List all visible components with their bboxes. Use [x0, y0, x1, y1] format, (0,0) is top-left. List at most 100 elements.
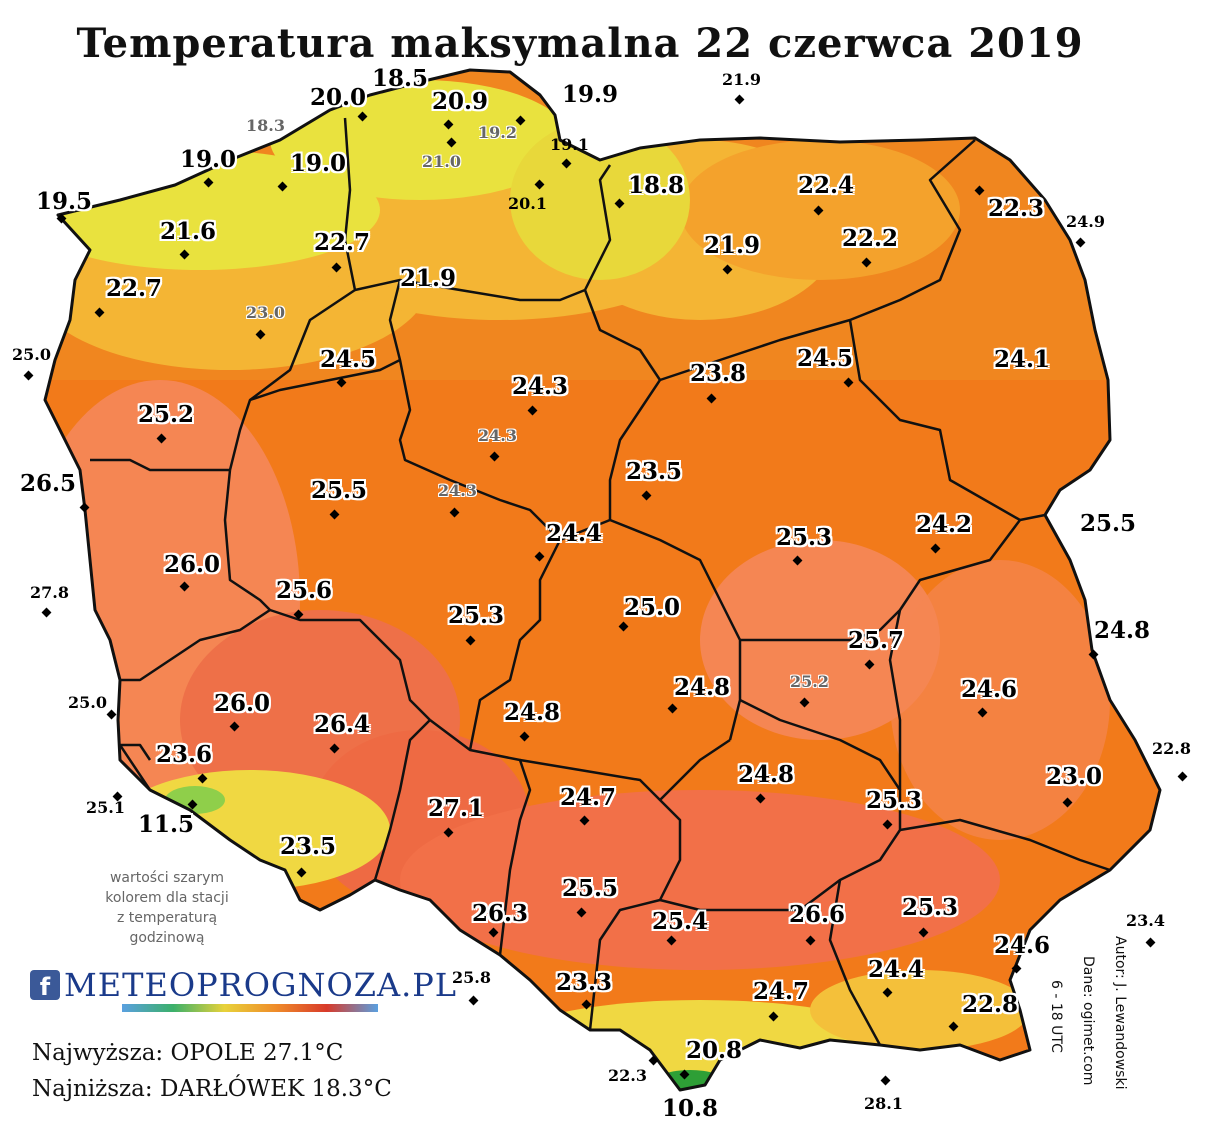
station-value: 22.2: [842, 225, 899, 252]
station-value: 20.1: [508, 194, 547, 213]
station-value: 25.2: [790, 672, 829, 691]
facebook-icon[interactable]: f: [30, 970, 60, 1001]
credit-data-source: Dane: ogimet.com: [1080, 956, 1096, 1086]
station-value: 24.8: [738, 761, 795, 788]
station-value: 11.5: [138, 811, 195, 838]
station-value: 20.8: [686, 1037, 743, 1064]
station-value: 23.5: [626, 458, 683, 485]
station-value: 23.0: [246, 303, 285, 322]
station-value: 19.9: [562, 81, 619, 108]
station-value: 23.5: [280, 833, 337, 860]
station-value: 26.6: [789, 901, 846, 928]
station-value: 22.3: [608, 1066, 647, 1085]
station-value: 25.1: [86, 798, 125, 817]
station-value: 25.3: [902, 894, 959, 921]
station-value: 23.4: [1126, 911, 1165, 930]
station-value: 25.7: [848, 627, 905, 654]
station-value: 19.0: [180, 146, 237, 173]
station-value: 22.4: [798, 172, 855, 199]
station-value: 24.3: [438, 481, 477, 500]
station-value: 25.3: [448, 602, 505, 629]
station-value: 25.3: [866, 787, 923, 814]
station-value: 26.4: [314, 711, 371, 738]
station-value: 24.6: [961, 676, 1018, 703]
note-line: kolorem dla stacji: [105, 890, 229, 906]
station-markers: [23, 94, 1188, 1086]
station-value: 24.8: [674, 674, 731, 701]
station-value: 25.5: [311, 477, 368, 504]
station-value: 24.5: [797, 345, 854, 372]
station-value: 21.9: [400, 265, 457, 292]
station-value: 25.0: [624, 594, 681, 621]
note-line: wartości szarym: [109, 870, 225, 886]
station-value: 25.0: [68, 693, 107, 712]
station-value: 25.5: [1080, 510, 1137, 537]
station-value: 24.9: [1066, 212, 1105, 231]
station-value: 22.8: [962, 991, 1019, 1018]
station-value: 24.3: [478, 426, 517, 445]
station-value: 26.0: [164, 551, 221, 578]
station-value: 27.1: [428, 795, 485, 822]
station-value: 18.8: [628, 172, 685, 199]
station-value: 18.5: [372, 65, 429, 92]
station-value: 24.7: [560, 784, 617, 811]
station-value: 19.1: [550, 135, 589, 154]
province-borders: [43, 68, 1162, 1092]
gray-values-note: wartości szarym kolorem dla stacji z tem…: [82, 868, 252, 948]
station-value: 21.6: [160, 218, 217, 245]
station-value: 25.0: [12, 345, 51, 364]
station-value: 23.6: [156, 741, 213, 768]
station-value: 24.3: [512, 373, 569, 400]
station-value: 28.1: [864, 1094, 903, 1113]
note-line: godzinową: [129, 930, 205, 946]
station-value: 24.7: [753, 978, 810, 1005]
station-value: 22.7: [106, 275, 163, 302]
station-value: 25.3: [776, 524, 833, 551]
station-value: 21.9: [704, 232, 761, 259]
logo-text: METEOPROGNOZA.PL: [64, 966, 458, 1004]
note-line: z temperaturą: [116, 910, 218, 926]
station-value: 25.4: [652, 908, 709, 935]
station-value: 19.2: [478, 123, 517, 142]
station-value: 21.0: [422, 152, 461, 171]
station-value: 22.3: [988, 195, 1045, 222]
station-value: 24.6: [994, 932, 1051, 959]
station-value: 24.8: [1094, 617, 1151, 644]
credit-author: Autor: J. Lewandowski: [1112, 936, 1128, 1090]
station-value: 10.8: [662, 1095, 719, 1122]
station-value: 25.5: [562, 875, 619, 902]
station-value: 25.6: [276, 577, 333, 604]
station-value: 20.9: [432, 88, 489, 115]
station-value: 24.1: [994, 346, 1051, 373]
station-value: 26.3: [472, 900, 529, 927]
station-value: 26.5: [20, 470, 77, 497]
station-value: 19.5: [36, 188, 93, 215]
credit-time-range: 6 - 18 UTC: [1048, 980, 1064, 1053]
station-value: 24.8: [504, 699, 561, 726]
station-value: 20.0: [310, 84, 367, 111]
station-value: 23.8: [690, 360, 747, 387]
station-value: 24.5: [320, 346, 377, 373]
station-value: 26.0: [214, 690, 271, 717]
station-value: 24.4: [546, 520, 603, 547]
map-title: Temperatura maksymalna 22 czerwca 2019: [76, 20, 1084, 67]
station-value: 25.8: [452, 968, 491, 987]
station-value: 18.3: [246, 116, 285, 135]
station-value: 22.8: [1152, 739, 1191, 758]
highest-temperature: Najwyższa: OPOLE 27.1°C: [32, 1040, 344, 1066]
station-value: 22.7: [314, 229, 371, 256]
station-value: 19.0: [290, 150, 347, 177]
logo-color-bar: [122, 1004, 378, 1012]
station-value: 27.8: [30, 583, 69, 602]
meteoprognoza-logo[interactable]: f METEOPROGNOZA.PL: [30, 966, 456, 1016]
station-value: 25.2: [138, 401, 195, 428]
station-value: 23.0: [1046, 763, 1103, 790]
station-value: 23.3: [556, 969, 613, 996]
station-value: 21.9: [722, 70, 761, 89]
station-value: 24.2: [916, 511, 973, 538]
station-value: 24.4: [868, 956, 925, 983]
lowest-temperature: Najniższa: DARŁÓWEK 18.3°C: [32, 1076, 392, 1102]
